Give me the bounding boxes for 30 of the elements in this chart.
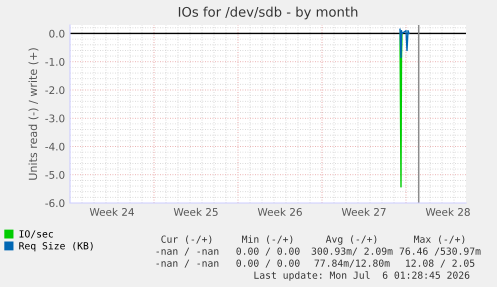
line-series: [399, 28, 410, 58]
y-tick-label: -3.0: [45, 114, 64, 122]
x-tick-label: Week 28: [426, 208, 470, 216]
y-tick-label: -1.0: [45, 58, 64, 66]
text: Min (-/+): [242, 235, 292, 244]
text: Max (-/+): [414, 235, 464, 244]
x-tick-label: Week 24: [90, 208, 134, 216]
y-axis-title: Units read (-) / write (+): [28, 48, 38, 180]
x-tick-label: Week 26: [258, 208, 302, 216]
text: Cur (-/+): [161, 235, 212, 244]
y-tick-label: 0.0: [49, 30, 64, 38]
x-tick-label: Week 27: [342, 208, 386, 216]
legend-label: IO/sec: [20, 230, 53, 238]
y-tick-label: -6.0: [45, 199, 64, 208]
y-tick-label: -2.0: [45, 86, 64, 94]
text: -nan / -nan: [156, 248, 218, 256]
y-tick-label: -5.0: [45, 170, 64, 179]
y-tick-label: -4.0: [45, 142, 64, 151]
chart-title: IOs for /dev/sdb - by month: [178, 6, 358, 20]
text: Avg (-/+): [326, 235, 376, 245]
text: 12.08 / 2.05: [406, 259, 474, 268]
text: 0.00 / 0.00: [236, 247, 300, 256]
text: 0.00 / 0.00: [236, 259, 300, 268]
legend-label: Req Size (KB): [19, 242, 93, 252]
text: 300.93m/ 2.09m: [312, 247, 393, 256]
text: Last update: Mon Jul 6 01:28:45 2026: [254, 271, 470, 281]
text: 77.84m/12.80m: [314, 259, 390, 268]
x-tick-label: Week 25: [174, 208, 218, 216]
text: 76.46 /530.97m: [400, 247, 481, 256]
text: -nan / -nan: [156, 260, 218, 268]
